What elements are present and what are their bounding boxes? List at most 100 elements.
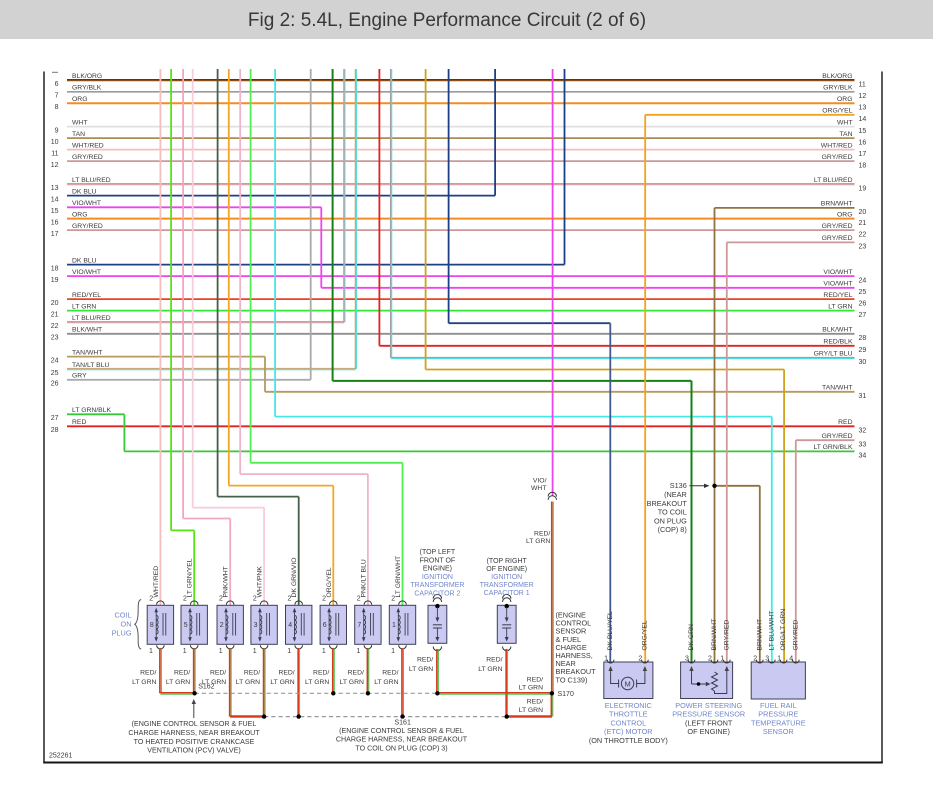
svg-text:THROTTLE: THROTTLE (609, 710, 648, 719)
svg-text:8: 8 (150, 622, 154, 629)
svg-text:6: 6 (323, 622, 327, 629)
svg-text:20: 20 (51, 300, 59, 307)
svg-text:24: 24 (51, 357, 59, 364)
svg-text:RED/: RED/ (244, 670, 260, 677)
svg-text:17: 17 (859, 151, 867, 158)
svg-text:17: 17 (51, 231, 59, 238)
svg-text:2: 2 (219, 596, 223, 603)
svg-text:21: 21 (51, 311, 59, 318)
svg-text:GRY/LT BLU: GRY/LT BLU (814, 351, 853, 358)
svg-text:RED/YEL: RED/YEL (823, 292, 852, 299)
svg-text:LT GRN: LT GRN (374, 679, 398, 686)
svg-text:CHARGE HARNESS, NEAR BREAKOUT: CHARGE HARNESS, NEAR BREAKOUT (336, 736, 468, 744)
svg-text:22: 22 (859, 231, 867, 238)
svg-text:29: 29 (859, 347, 867, 354)
svg-text:16: 16 (859, 139, 867, 146)
svg-text:LT BLU/RED: LT BLU/RED (72, 177, 111, 184)
svg-text:IGNITION: IGNITION (422, 574, 453, 581)
svg-text:1: 1 (149, 648, 153, 655)
svg-text:RED: RED (838, 419, 852, 426)
svg-text:VIO/WHT: VIO/WHT (823, 269, 852, 276)
svg-text:1: 1 (219, 648, 223, 655)
svg-text:RED/: RED/ (348, 670, 364, 677)
svg-text:(ON THROTTLE BODY): (ON THROTTLE BODY) (589, 736, 668, 745)
svg-text:ORG: ORG (837, 211, 852, 218)
svg-text:TEMPERATURE: TEMPERATURE (751, 718, 806, 727)
svg-text:WHT/RED: WHT/RED (821, 142, 853, 149)
svg-text:28: 28 (51, 427, 59, 434)
svg-text:PRESSURE SENSOR: PRESSURE SENSOR (672, 710, 745, 719)
svg-text:25: 25 (859, 289, 867, 296)
svg-text:7: 7 (55, 93, 59, 100)
svg-text:1: 1 (253, 648, 257, 655)
svg-text:TO COIL: TO COIL (658, 508, 687, 517)
svg-text:BLK/ORG: BLK/ORG (72, 73, 102, 80)
svg-text:LT GRN: LT GRN (132, 679, 156, 686)
svg-text:CAPACITOR 1: CAPACITOR 1 (484, 590, 530, 597)
svg-text:7: 7 (357, 622, 361, 629)
svg-text:4: 4 (789, 656, 793, 663)
svg-text:252261: 252261 (49, 753, 72, 760)
svg-text:PNK/LT BLU: PNK/LT BLU (360, 559, 367, 597)
svg-text:SENSOR: SENSOR (556, 627, 587, 636)
svg-text:ORG/LT GRN: ORG/LT GRN (780, 609, 787, 651)
svg-text:1: 1 (183, 648, 187, 655)
svg-text:RED/YEL: RED/YEL (72, 292, 101, 299)
svg-text:ORG: ORG (72, 211, 87, 218)
svg-text:1: 1 (357, 648, 361, 655)
svg-text:14: 14 (51, 196, 59, 203)
svg-text:TAN: TAN (72, 131, 85, 138)
svg-text:RED/: RED/ (313, 670, 329, 677)
svg-text:19: 19 (51, 277, 59, 284)
svg-text:VIO/WHT: VIO/WHT (72, 269, 101, 276)
svg-text:LT GRN: LT GRN (478, 666, 502, 673)
svg-text:NEAR: NEAR (556, 659, 576, 668)
svg-text:3: 3 (765, 656, 769, 663)
svg-text:13: 13 (859, 105, 867, 112)
svg-text:3: 3 (685, 656, 689, 663)
svg-text:26: 26 (51, 381, 59, 388)
svg-text:LT GRN/WHT: LT GRN/WHT (395, 556, 402, 598)
svg-text:OF ENGINE): OF ENGINE) (687, 727, 730, 736)
svg-text:LT BLU/WHT: LT BLU/WHT (768, 611, 775, 651)
svg-text:30: 30 (859, 359, 867, 366)
svg-text:ORG/YEL: ORG/YEL (822, 108, 852, 115)
svg-text:DK BLU: DK BLU (72, 257, 97, 264)
svg-text:& FUEL: & FUEL (556, 635, 582, 644)
svg-text:GRY/RED: GRY/RED (72, 154, 103, 161)
svg-text:ORG: ORG (837, 96, 852, 103)
svg-text:RED/: RED/ (174, 670, 190, 677)
svg-text:1: 1 (720, 656, 724, 663)
svg-text:RED/: RED/ (527, 677, 543, 684)
svg-text:2: 2 (253, 596, 257, 603)
svg-text:SENSOR: SENSOR (763, 727, 794, 736)
svg-text:GRY/RED: GRY/RED (822, 433, 853, 440)
svg-text:(TOP RIGHT: (TOP RIGHT (487, 558, 528, 565)
svg-text:COIL: COIL (114, 611, 131, 620)
svg-text:2: 2 (638, 656, 642, 663)
svg-text:TAN: TAN (839, 131, 852, 138)
svg-text:S161: S161 (395, 720, 411, 727)
svg-text:PNK/WHT: PNK/WHT (223, 566, 230, 597)
svg-text:18: 18 (859, 162, 867, 169)
svg-text:27: 27 (51, 415, 59, 422)
svg-text:14: 14 (859, 116, 867, 123)
svg-text:LT GRN/YEL: LT GRN/YEL (187, 558, 194, 597)
svg-text:RED/: RED/ (278, 670, 294, 677)
svg-text:S162: S162 (198, 684, 214, 691)
svg-text:DK GRN: DK GRN (688, 624, 695, 651)
svg-text:TRANSFORMER: TRANSFORMER (480, 582, 534, 589)
svg-text:10: 10 (51, 139, 59, 146)
svg-text:BRN/WHT: BRN/WHT (821, 201, 853, 208)
svg-text:20: 20 (859, 209, 867, 216)
svg-text:GRY/RED: GRY/RED (723, 620, 730, 651)
svg-text:9: 9 (55, 127, 59, 134)
svg-text:LT GRN/BLK: LT GRN/BLK (813, 444, 852, 451)
svg-text:(ENGINE CONTROL SENSOR & FUEL: (ENGINE CONTROL SENSOR & FUEL (339, 727, 464, 735)
svg-text:TAN/LT BLU: TAN/LT BLU (72, 362, 109, 369)
svg-text:(NEAR: (NEAR (664, 490, 687, 499)
svg-text:DK GRN/VIO: DK GRN/VIO (291, 557, 298, 597)
svg-text:31: 31 (859, 393, 867, 400)
svg-text:1: 1 (777, 656, 781, 663)
svg-text:VIO/WHT: VIO/WHT (823, 281, 852, 288)
